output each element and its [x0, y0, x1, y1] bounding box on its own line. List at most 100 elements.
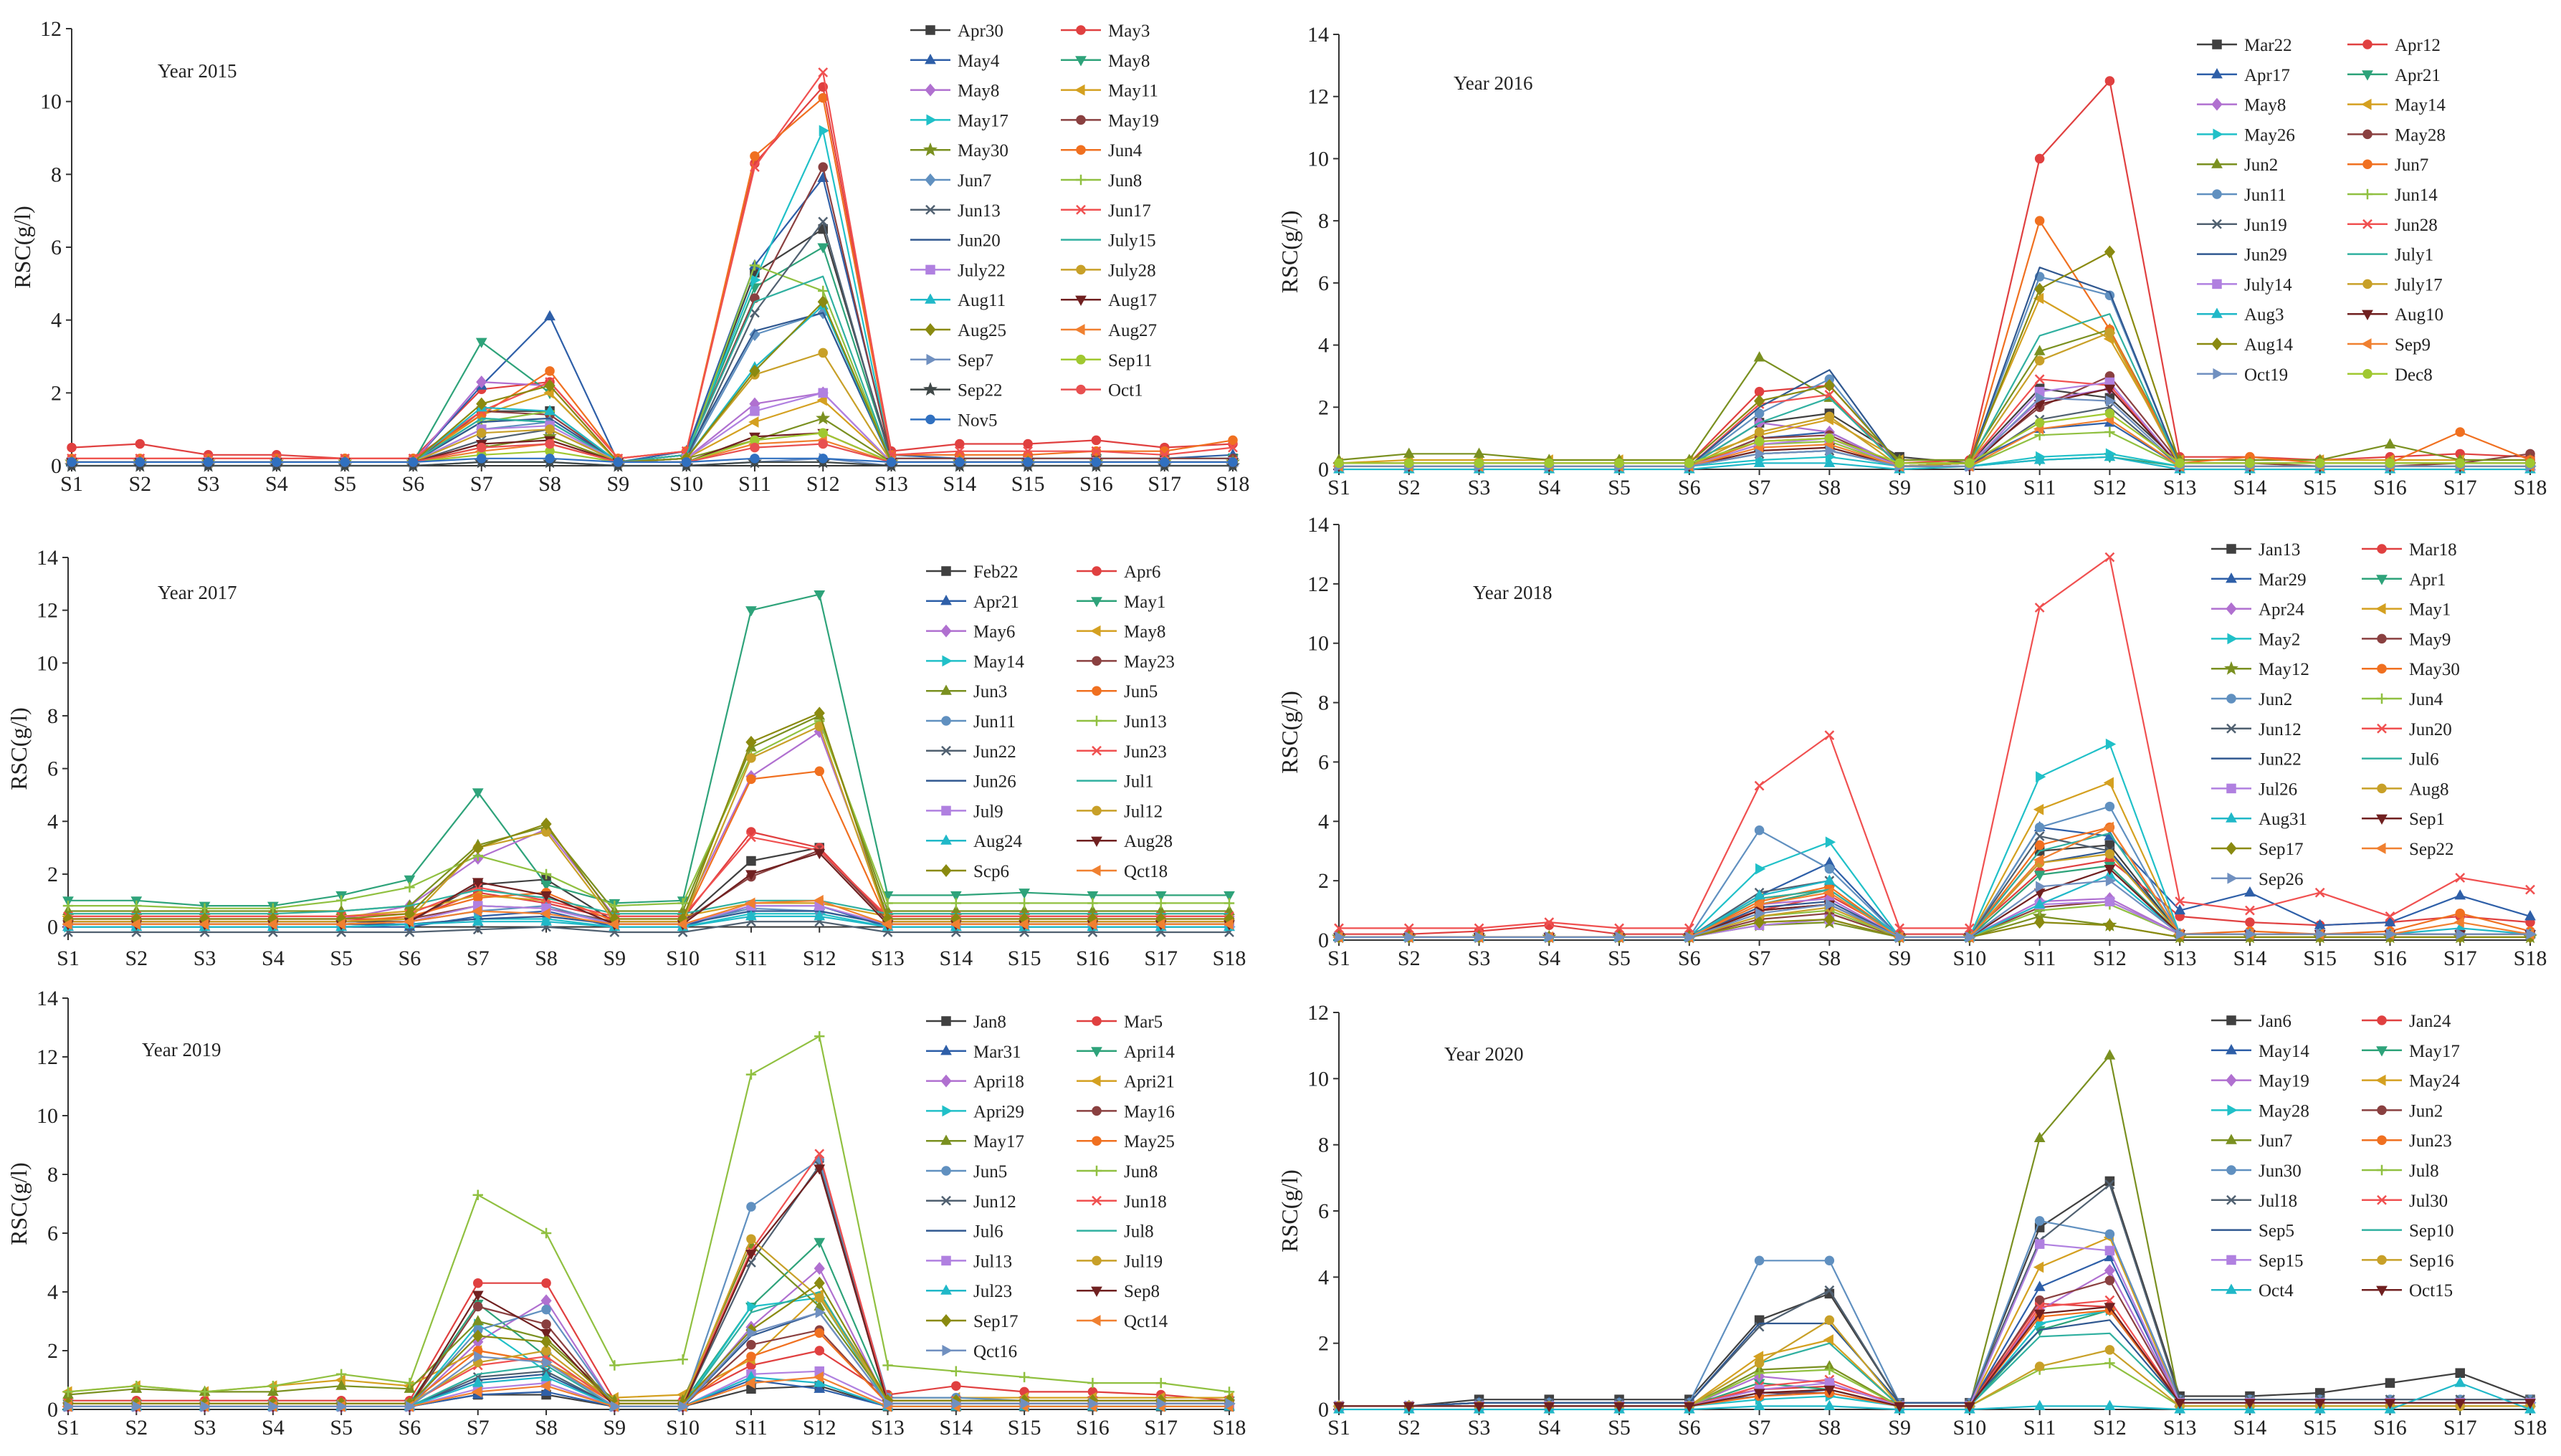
legend-label: July1: [2395, 246, 2433, 265]
x-tick-label: S1: [57, 1416, 80, 1440]
legend-label: May8: [958, 82, 999, 101]
series-line: [68, 1297, 1229, 1408]
data-point: [746, 753, 756, 763]
legend-item: Mar22: [2197, 36, 2292, 55]
x-tick-label: S5: [330, 1416, 353, 1440]
legend-label: Jun18: [1124, 1192, 1167, 1212]
data-point: [2104, 1399, 2116, 1410]
legend-item: May28: [2347, 125, 2446, 145]
legend-label: May12: [2259, 660, 2309, 679]
legend-item: Jun19: [2197, 216, 2287, 235]
y-tick-label: 2: [51, 381, 62, 405]
legend-item: Jun29: [2197, 246, 2287, 265]
y-tick-label: 12: [1307, 573, 1329, 596]
data-point: [2034, 822, 2045, 833]
legend-item: Jun22: [926, 742, 1016, 762]
series-line: [72, 305, 1233, 464]
series-line: [68, 1238, 1229, 1404]
legend-item: Apr24: [2211, 600, 2304, 620]
x-tick-label: S6: [402, 472, 425, 496]
legend-marker: [2377, 664, 2387, 674]
series-line: [67, 1035, 1230, 1393]
data-point: [2034, 418, 2045, 428]
data-point: [1403, 447, 1415, 458]
series-jun13: [67, 216, 1238, 467]
legend-item: Jan24: [2362, 1012, 2451, 1031]
series-line: [67, 1293, 1229, 1399]
series-line: [1339, 1309, 2530, 1407]
data-point: [545, 424, 555, 434]
legend-marker: [940, 864, 952, 877]
data-point: [2104, 1229, 2115, 1240]
chart-title: Year 2018: [1473, 582, 1553, 603]
legend-item: Jan6: [2211, 1012, 2291, 1031]
legend-item: May17: [926, 1132, 1024, 1151]
x-tick-label: S1: [1327, 476, 1350, 499]
legend-item: Aug27: [1061, 321, 1157, 340]
legend-label: Jun23: [2409, 1131, 2452, 1151]
legend-marker: [1076, 384, 1086, 395]
series-jan24: [1334, 1298, 2535, 1412]
legend-item: Sep11: [1061, 351, 1153, 370]
series-line: [1339, 412, 2530, 464]
y-tick-label: 2: [47, 863, 58, 886]
series-oct4: [1333, 1376, 2536, 1414]
series-line: [68, 770, 1229, 923]
legend-item: Qct14: [1077, 1312, 1168, 1331]
series-may14: [64, 908, 1236, 933]
data-point: [2104, 896, 2115, 906]
legend-label: Jun13: [958, 201, 1001, 221]
data-point: [135, 439, 146, 449]
series-line: [68, 1167, 1229, 1408]
legend-item: Sep17: [2211, 840, 2304, 859]
legend-marker: [2223, 661, 2239, 675]
series-july28: [67, 348, 1238, 467]
data-point: [818, 348, 828, 358]
legend-label: Jun3: [973, 682, 1007, 701]
legend-item: Jun5: [1077, 682, 1158, 701]
y-tick-label: 4: [47, 810, 58, 833]
x-tick-label: S16: [1076, 947, 1110, 970]
y-tick-label: 14: [1307, 513, 1329, 537]
legend-label: Aug11: [958, 291, 1006, 310]
legend-label: Apri29: [973, 1102, 1024, 1121]
legend-label: May26: [2244, 125, 2295, 145]
series-apr12: [1334, 76, 2535, 469]
data-point: [1684, 458, 1694, 469]
legend-marker: [941, 1016, 951, 1026]
series-line: [1339, 556, 2531, 929]
data-point: [472, 1189, 483, 1200]
legend-marker: [925, 25, 935, 35]
legend-marker: [1092, 566, 1102, 576]
legend-item: Jul6: [2362, 750, 2439, 770]
data-point: [2245, 917, 2255, 927]
chart-title: Year 2015: [158, 60, 237, 82]
legend-marker: [925, 323, 936, 336]
series-jun30: [1334, 1216, 2535, 1412]
x-tick-label: S17: [2443, 1416, 2477, 1440]
legend: Jan8 Mar5 Mar31 Apri14 Apri18 Apri21 Apri29 May…: [926, 1012, 1175, 1361]
data-point: [541, 1304, 551, 1315]
legend-marker: [2362, 369, 2372, 379]
legend-item: May2: [2211, 630, 2300, 649]
legend-item: Aug3: [2197, 305, 2284, 325]
legend-item: July1: [2347, 246, 2433, 265]
legend-label: Jun8: [1124, 1162, 1158, 1182]
chart-title: Year 2019: [142, 1039, 221, 1060]
legend-marker: [2377, 1105, 2387, 1116]
legend-item: May19: [1061, 111, 1159, 130]
legend-label: May30: [958, 141, 1008, 161]
legend-label: Apri21: [1124, 1073, 1175, 1092]
series-apr30: [67, 224, 1238, 467]
series-line: [1339, 805, 2530, 939]
legend-marker: [922, 382, 938, 396]
data-point: [2104, 1264, 2115, 1278]
legend-marker: [940, 1314, 952, 1327]
series-may14: [1332, 292, 2534, 469]
legend-marker: [2376, 693, 2388, 704]
series-line: [1339, 388, 2530, 467]
series-line: [1339, 1243, 2530, 1407]
y-axis-label: RSC(g/l): [9, 206, 35, 289]
y-tick-label: 14: [1307, 23, 1329, 47]
x-tick-label: S8: [535, 947, 558, 970]
